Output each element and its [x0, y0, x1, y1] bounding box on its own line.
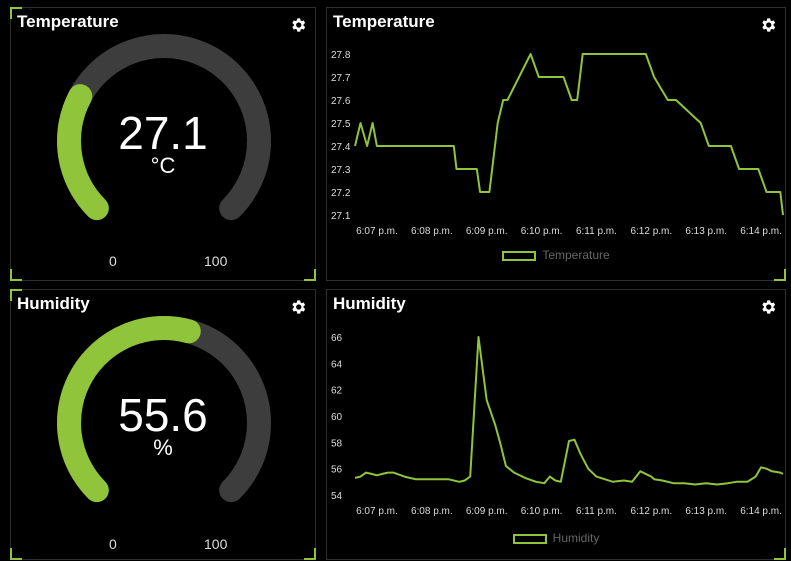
y-tick-label: 27.2 — [331, 188, 351, 199]
card-title: Humidity — [17, 294, 90, 313]
y-tick-label: 66 — [331, 333, 343, 344]
gauge-unit: % — [153, 435, 173, 460]
card-corner — [10, 269, 22, 281]
y-tick-label: 27.4 — [331, 142, 351, 153]
gauge-max-label: 100 — [204, 536, 228, 552]
humidity-gauge-card: Humidity 55.6 % 0 100 — [10, 289, 316, 560]
gauge-value: 55.6 — [118, 389, 208, 441]
y-tick-label: 64 — [331, 359, 343, 370]
series-line — [354, 53, 784, 216]
card-title: Humidity — [333, 294, 406, 313]
gauge-value: 27.1 — [118, 107, 208, 159]
temperature-gauge-card: Temperature 27.1 °C 0 100 — [10, 7, 316, 281]
y-tick-label: 27.5 — [331, 119, 351, 130]
gear-icon[interactable] — [759, 298, 777, 316]
legend-swatch — [502, 250, 537, 261]
x-tick-label: 6:11 p.m. — [576, 506, 617, 517]
resize-handle[interactable] — [304, 269, 316, 281]
humidity-chart-card: Humidity 54 56 58 60 62 64 66 6:07 p.m. 6:08 p.m… — [326, 289, 786, 560]
humidity-gauge — [57, 316, 271, 503]
gauge-unit: °C — [150, 153, 176, 178]
x-tick-label: 6:14 p.m. — [740, 226, 782, 237]
y-tick-label: 58 — [331, 438, 343, 449]
humidity-line-chart: 54 56 58 60 62 64 66 6:07 p.m. 6:08 p.m. 6:09 p.m… — [331, 333, 784, 517]
x-tick-label: 6:07 p.m. — [356, 506, 398, 517]
x-tick-label: 6:12 p.m. — [630, 506, 672, 517]
card-corner — [10, 289, 22, 301]
card-corner — [10, 548, 22, 560]
y-tick-label: 54 — [331, 491, 343, 502]
y-tick-label: 62 — [331, 386, 343, 397]
y-tick-label: 27.1 — [331, 211, 351, 222]
card-corner — [10, 7, 22, 19]
x-tick-label: 6:08 p.m. — [411, 506, 453, 517]
x-tick-label: 6:09 p.m. — [466, 506, 508, 517]
gauge-min-label: 0 — [109, 536, 117, 552]
temperature-gauge — [57, 34, 271, 221]
resize-handle[interactable] — [774, 269, 786, 281]
temperature-chart-card: Temperature 27.1 27.2 27.3 27.4 27.5 27.6 27.7… — [326, 7, 786, 281]
x-tick-label: 6:11 p.m. — [576, 226, 617, 237]
legend-label: Humidity — [552, 531, 600, 545]
x-tick-label: 6:13 p.m. — [685, 506, 727, 517]
legend-swatch — [512, 533, 547, 544]
gauge-fill — [57, 316, 201, 503]
x-tick-label: 6:10 p.m. — [521, 506, 563, 517]
gauge-fill — [57, 84, 109, 221]
y-tick-label: 27.6 — [331, 96, 351, 107]
card-title: Temperature — [17, 12, 119, 31]
x-tick-label: 6:08 p.m. — [411, 226, 453, 237]
resize-handle[interactable] — [304, 548, 316, 560]
gear-icon[interactable] — [759, 16, 777, 34]
x-tick-label: 6:14 p.m. — [740, 506, 782, 517]
gear-icon[interactable] — [289, 298, 307, 316]
temperature-line-chart: 27.1 27.2 27.3 27.4 27.5 27.6 27.7 27.8 6:07 p.m… — [331, 50, 784, 237]
x-tick-label: 6:12 p.m. — [630, 226, 672, 237]
x-tick-label: 6:13 p.m. — [685, 226, 727, 237]
y-tick-label: 27.7 — [331, 73, 351, 84]
gauge-max-label: 100 — [204, 253, 228, 269]
y-tick-label: 27.8 — [331, 50, 351, 61]
chart-legend[interactable]: Humidity — [327, 531, 785, 545]
y-tick-label: 56 — [331, 465, 343, 476]
y-tick-label: 27.3 — [331, 165, 351, 176]
gauge-min-label: 0 — [109, 253, 117, 269]
x-tick-label: 6:07 p.m. — [356, 226, 398, 237]
y-tick-label: 60 — [331, 412, 343, 423]
x-tick-label: 6:10 p.m. — [521, 226, 563, 237]
card-title: Temperature — [333, 12, 435, 31]
gear-icon[interactable] — [289, 16, 307, 34]
x-tick-label: 6:09 p.m. — [466, 226, 508, 237]
series-line — [354, 336, 784, 486]
chart-legend[interactable]: Temperature — [327, 248, 785, 262]
legend-label: Temperature — [542, 248, 610, 262]
resize-handle[interactable] — [774, 548, 786, 560]
